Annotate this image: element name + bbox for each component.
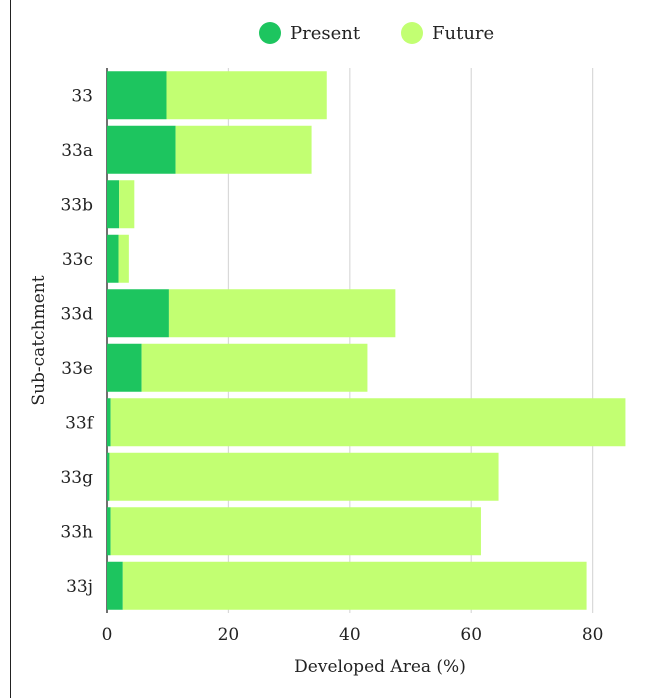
- bar-present-33f: [107, 398, 111, 447]
- category-label-33f: 33f: [65, 413, 95, 433]
- bar-future-33: [166, 71, 327, 120]
- x-tick-label-20: 20: [218, 625, 240, 645]
- category-label-33g: 33g: [60, 468, 93, 488]
- category-label-33e: 33e: [61, 359, 93, 379]
- x-tick-label-0: 0: [102, 625, 113, 645]
- bar-present-33a: [107, 125, 176, 174]
- category-label-33c: 33c: [62, 250, 93, 270]
- bar-present-33c: [107, 234, 119, 283]
- bar-future-33f: [110, 398, 626, 447]
- legend-marker-future: [401, 22, 423, 44]
- legend-label-present: Present: [290, 23, 361, 44]
- category-label-33b: 33b: [60, 195, 93, 215]
- x-axis-label: Developed Area (%): [294, 657, 466, 677]
- y-axis-label: Sub-catchment: [29, 275, 49, 405]
- category-label-33h: 33h: [60, 522, 93, 542]
- legend: Present Future: [259, 22, 494, 44]
- bars: [107, 71, 626, 610]
- bar-present-33g: [107, 452, 110, 501]
- bar-future-33b: [119, 180, 135, 229]
- left-border-line: [10, 0, 11, 698]
- bar-present-33b: [107, 180, 120, 229]
- bar-future-33a: [175, 125, 312, 174]
- bar-present-33j: [107, 561, 123, 610]
- x-tick-label-80: 80: [582, 625, 604, 645]
- x-tick-labels: 0 20 40 60 80: [102, 625, 604, 645]
- bar-future-33e: [141, 343, 368, 392]
- bar-future-33h: [110, 507, 481, 556]
- category-label-33d: 33d: [60, 304, 93, 324]
- bar-present-33e: [107, 343, 142, 392]
- legend-label-future: Future: [432, 23, 494, 44]
- category-label-33j: 33j: [66, 577, 93, 597]
- bar-present-33: [107, 71, 167, 120]
- category-label-33a: 33a: [61, 141, 93, 161]
- bar-present-33h: [107, 507, 111, 556]
- x-tick-label-40: 40: [339, 625, 361, 645]
- x-tick-label-60: 60: [460, 625, 482, 645]
- bar-present-33d: [107, 289, 169, 338]
- category-labels: 33 33a 33b 33c 33d 33e 33f 33g 33h 33j: [60, 86, 94, 597]
- bar-future-33c: [118, 234, 129, 283]
- bar-future-33d: [168, 289, 396, 338]
- bar-future-33g: [109, 452, 499, 501]
- bar-future-33j: [122, 561, 587, 610]
- category-label-33: 33: [71, 86, 93, 106]
- legend-marker-present: [259, 22, 281, 44]
